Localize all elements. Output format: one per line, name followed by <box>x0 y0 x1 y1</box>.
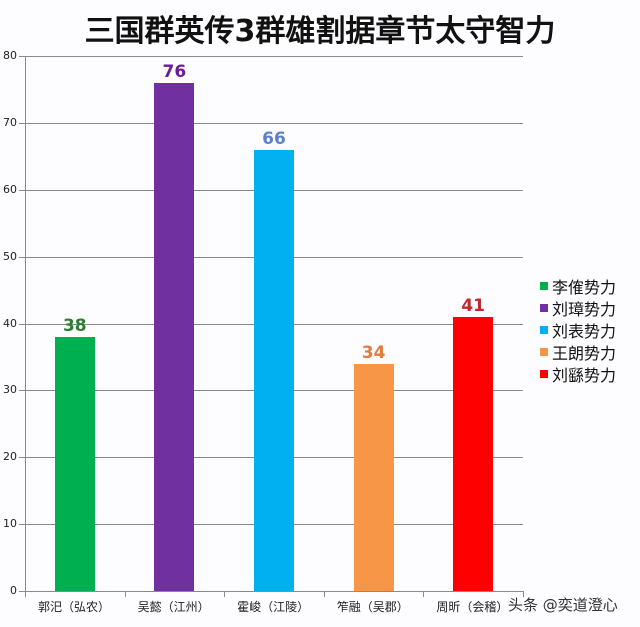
legend-item: 刘璋势力 <box>540 297 616 319</box>
y-tick <box>19 524 25 526</box>
x-tick <box>523 591 524 597</box>
bar <box>54 336 95 591</box>
y-tick-label: 80 <box>3 49 17 62</box>
x-tick-label: 郭汜（弘农） <box>37 600 110 614</box>
y-tick-label: 40 <box>3 316 17 330</box>
bar <box>453 316 494 591</box>
legend-item: 刘繇势力 <box>540 363 616 385</box>
x-tick <box>25 591 26 597</box>
legend-item: 刘表势力 <box>540 319 616 341</box>
legend-swatch-icon <box>540 282 548 290</box>
x-axis <box>25 591 523 592</box>
legend-swatch-icon <box>540 348 548 356</box>
y-tick-label: 30 <box>3 383 17 397</box>
x-tick <box>224 591 226 597</box>
data-label: 76 <box>162 61 187 82</box>
bar <box>353 363 394 591</box>
y-tick <box>19 390 25 392</box>
legend-swatch-icon <box>540 370 548 378</box>
legend: 李傕势力刘璋势力刘表势力王朗势力刘繇势力 <box>540 275 616 385</box>
bar <box>254 149 294 591</box>
x-tick-label: 笮融（吴郡） <box>336 600 409 614</box>
legend-label: 王朗势力 <box>552 344 617 363</box>
y-tick <box>19 56 25 57</box>
data-label: 34 <box>361 342 386 363</box>
y-tick-label: 0 <box>10 584 17 597</box>
data-label: 66 <box>262 128 286 149</box>
data-label: 38 <box>62 315 87 336</box>
y-tick-label: 70 <box>3 115 17 129</box>
y-axis <box>25 56 26 592</box>
y-tick <box>19 457 25 459</box>
y-tick-label: 60 <box>3 182 17 196</box>
data-label: 41 <box>461 295 486 316</box>
x-tick <box>323 591 325 597</box>
y-tick-label: 10 <box>3 517 17 531</box>
x-tick-label: 吴懿（江州） <box>137 600 210 614</box>
legend-label: 刘璋势力 <box>552 300 617 319</box>
y-tick <box>19 256 25 258</box>
legend-swatch-icon <box>540 326 548 334</box>
legend-label: 李傕势力 <box>552 278 617 297</box>
x-tick <box>423 591 425 597</box>
y-tick-label: 20 <box>3 450 17 464</box>
legend-swatch-icon <box>540 304 548 312</box>
x-tick-label: 霍峻（江陵） <box>237 600 310 614</box>
legend-item: 李傕势力 <box>540 275 616 297</box>
legend-label: 刘表势力 <box>552 322 617 341</box>
x-tick <box>124 591 126 597</box>
watermark: 头条 @奕道澄心 <box>508 596 618 614</box>
legend-label: 刘繇势力 <box>552 366 617 385</box>
y-tick-label: 50 <box>3 249 17 263</box>
chart-title: 三国群英传3群雄割据章节太守智力 <box>84 14 556 49</box>
gridline <box>25 122 523 124</box>
y-tick <box>19 122 25 124</box>
y-tick <box>19 189 25 191</box>
legend-item: 王朗势力 <box>540 341 616 363</box>
y-tick <box>19 591 25 592</box>
y-tick <box>19 323 25 325</box>
x-tick-label: 周昕（会稽） <box>436 600 509 614</box>
gridline <box>25 56 523 57</box>
bar <box>154 82 195 591</box>
